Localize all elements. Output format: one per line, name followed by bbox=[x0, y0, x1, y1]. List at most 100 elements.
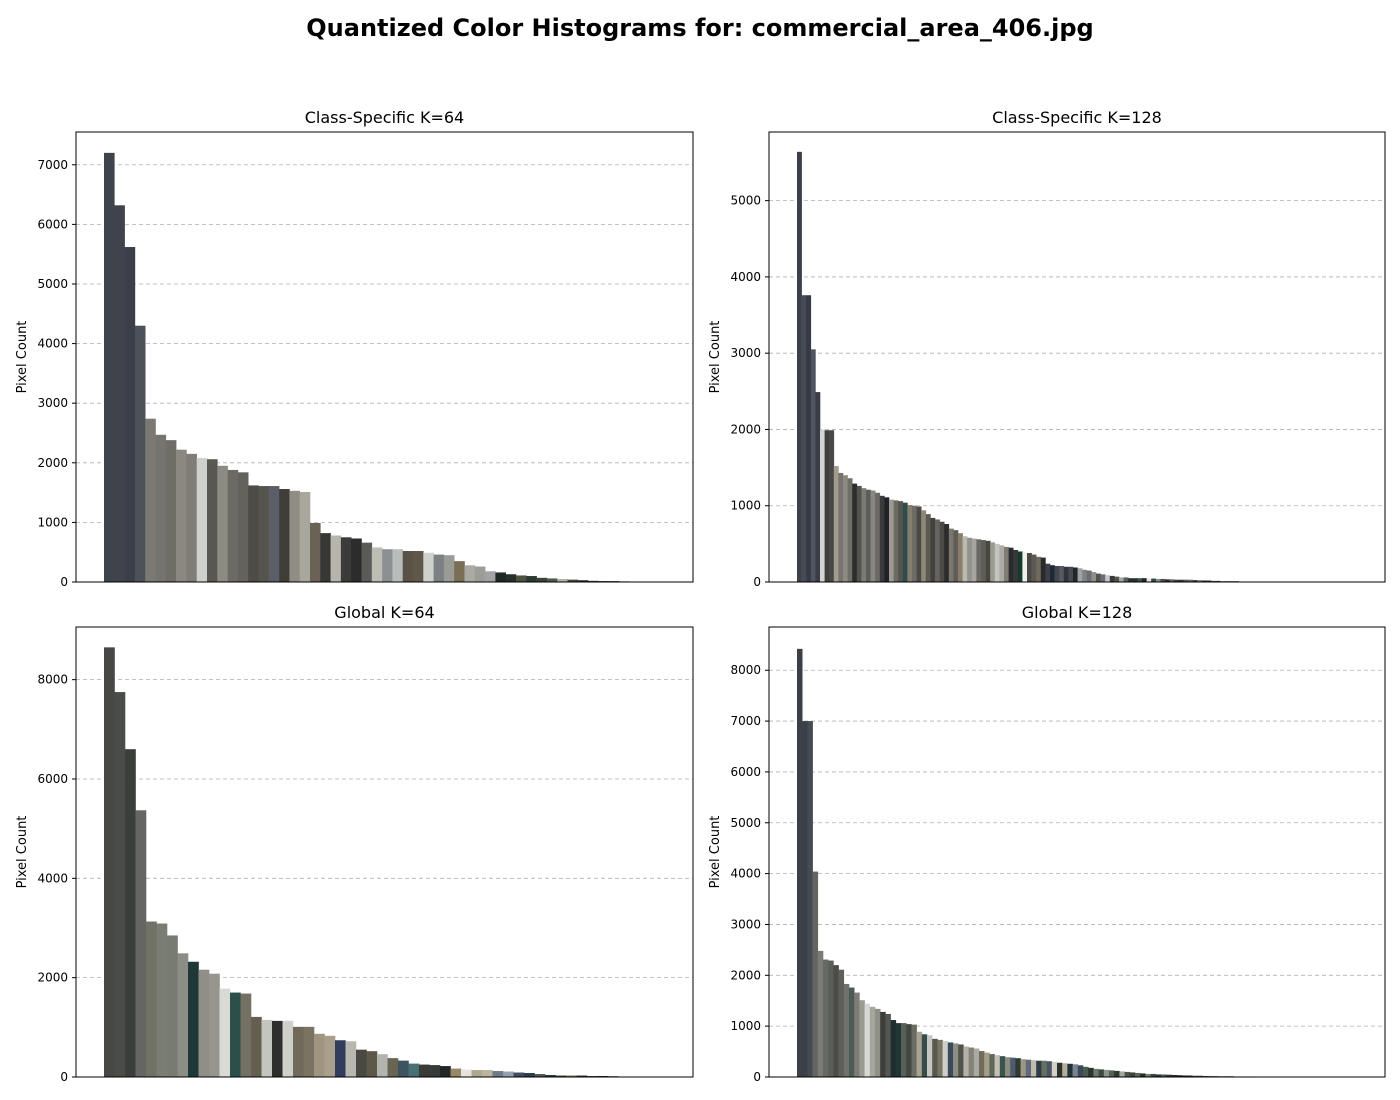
y-axis-label: Pixel Count bbox=[15, 321, 30, 394]
bar bbox=[985, 540, 991, 582]
bar bbox=[1129, 1072, 1136, 1077]
bar bbox=[258, 486, 270, 582]
bar bbox=[293, 1026, 304, 1077]
bar bbox=[1088, 1067, 1094, 1077]
bar bbox=[534, 1074, 546, 1077]
bar bbox=[429, 1065, 441, 1077]
bar bbox=[303, 1026, 315, 1077]
bar bbox=[963, 1046, 969, 1077]
bar bbox=[823, 959, 829, 1077]
bar bbox=[967, 537, 973, 582]
y-tick-label: 2000 bbox=[37, 456, 68, 470]
bar bbox=[513, 1072, 525, 1077]
bar bbox=[948, 528, 954, 582]
bar bbox=[1022, 552, 1028, 582]
bar bbox=[279, 489, 290, 582]
bar bbox=[398, 1060, 409, 1077]
bar bbox=[864, 1003, 871, 1077]
bar bbox=[828, 960, 834, 1077]
bar bbox=[282, 1020, 294, 1077]
bar bbox=[925, 514, 931, 582]
bar bbox=[1050, 565, 1055, 582]
y-axis-label: Pixel Count bbox=[708, 816, 723, 889]
bar bbox=[1155, 1074, 1162, 1077]
bar bbox=[146, 921, 157, 1077]
bar bbox=[505, 574, 517, 582]
bar bbox=[833, 965, 839, 1077]
bar bbox=[440, 1066, 451, 1077]
bar bbox=[1213, 1075, 1219, 1077]
bar bbox=[979, 1051, 985, 1077]
bar bbox=[124, 247, 136, 582]
bar bbox=[981, 540, 986, 582]
bar bbox=[261, 1019, 273, 1077]
bar bbox=[588, 580, 599, 582]
bar bbox=[1160, 578, 1166, 582]
bar bbox=[1201, 580, 1207, 582]
bar bbox=[843, 983, 850, 1077]
bar bbox=[880, 1011, 886, 1077]
bar bbox=[942, 1040, 949, 1077]
bar bbox=[464, 565, 476, 582]
bar bbox=[134, 325, 146, 582]
bar bbox=[526, 576, 537, 582]
bar bbox=[555, 1075, 567, 1077]
y-tick-label: 0 bbox=[60, 1070, 68, 1084]
bar bbox=[1020, 1059, 1027, 1077]
bar bbox=[104, 152, 115, 583]
bar bbox=[1207, 1075, 1214, 1077]
bar bbox=[1135, 1072, 1141, 1077]
bar bbox=[314, 1033, 325, 1077]
bar bbox=[1109, 575, 1115, 582]
bar bbox=[165, 440, 177, 582]
y-axis-label: Pixel Count bbox=[708, 321, 723, 394]
bar bbox=[907, 504, 913, 582]
bar bbox=[1059, 565, 1065, 582]
bar bbox=[230, 992, 241, 1077]
bar bbox=[1192, 580, 1198, 582]
y-tick-label: 0 bbox=[753, 1070, 761, 1084]
bar bbox=[962, 536, 968, 582]
bar bbox=[1192, 1075, 1198, 1077]
bar bbox=[932, 1038, 938, 1077]
bar bbox=[485, 571, 496, 582]
bar bbox=[289, 490, 300, 582]
bar bbox=[884, 497, 890, 582]
bar bbox=[1146, 578, 1152, 582]
bar bbox=[895, 1023, 902, 1077]
bar bbox=[953, 1043, 959, 1077]
bar bbox=[1098, 1069, 1105, 1077]
bar bbox=[1045, 563, 1051, 582]
bar bbox=[921, 510, 927, 582]
bar bbox=[847, 478, 853, 582]
bar bbox=[1046, 1061, 1053, 1077]
bar bbox=[1051, 1061, 1058, 1077]
bar bbox=[1202, 1075, 1209, 1077]
bar bbox=[1082, 569, 1088, 582]
bar bbox=[248, 485, 259, 582]
bar bbox=[1041, 1060, 1047, 1077]
bar bbox=[916, 1031, 923, 1077]
panel-title: Class-Specific K=128 bbox=[992, 108, 1162, 127]
bar bbox=[1211, 580, 1216, 582]
bar bbox=[443, 555, 455, 582]
bar bbox=[944, 524, 950, 582]
bar bbox=[1057, 1062, 1063, 1077]
bar bbox=[345, 1041, 357, 1077]
bar bbox=[937, 1039, 943, 1077]
bar bbox=[1183, 579, 1189, 582]
y-tick-label: 4000 bbox=[37, 871, 68, 885]
bar bbox=[1124, 1071, 1131, 1077]
bar bbox=[885, 1013, 891, 1077]
bar bbox=[482, 1070, 493, 1077]
bar bbox=[125, 749, 136, 1077]
bar bbox=[1013, 549, 1019, 582]
bar bbox=[516, 575, 527, 582]
bar bbox=[817, 950, 824, 1077]
y-tick-label: 6000 bbox=[37, 772, 68, 786]
plot-frame bbox=[768, 131, 1386, 583]
bar bbox=[958, 533, 963, 582]
y-tick-label: 8000 bbox=[37, 673, 68, 687]
